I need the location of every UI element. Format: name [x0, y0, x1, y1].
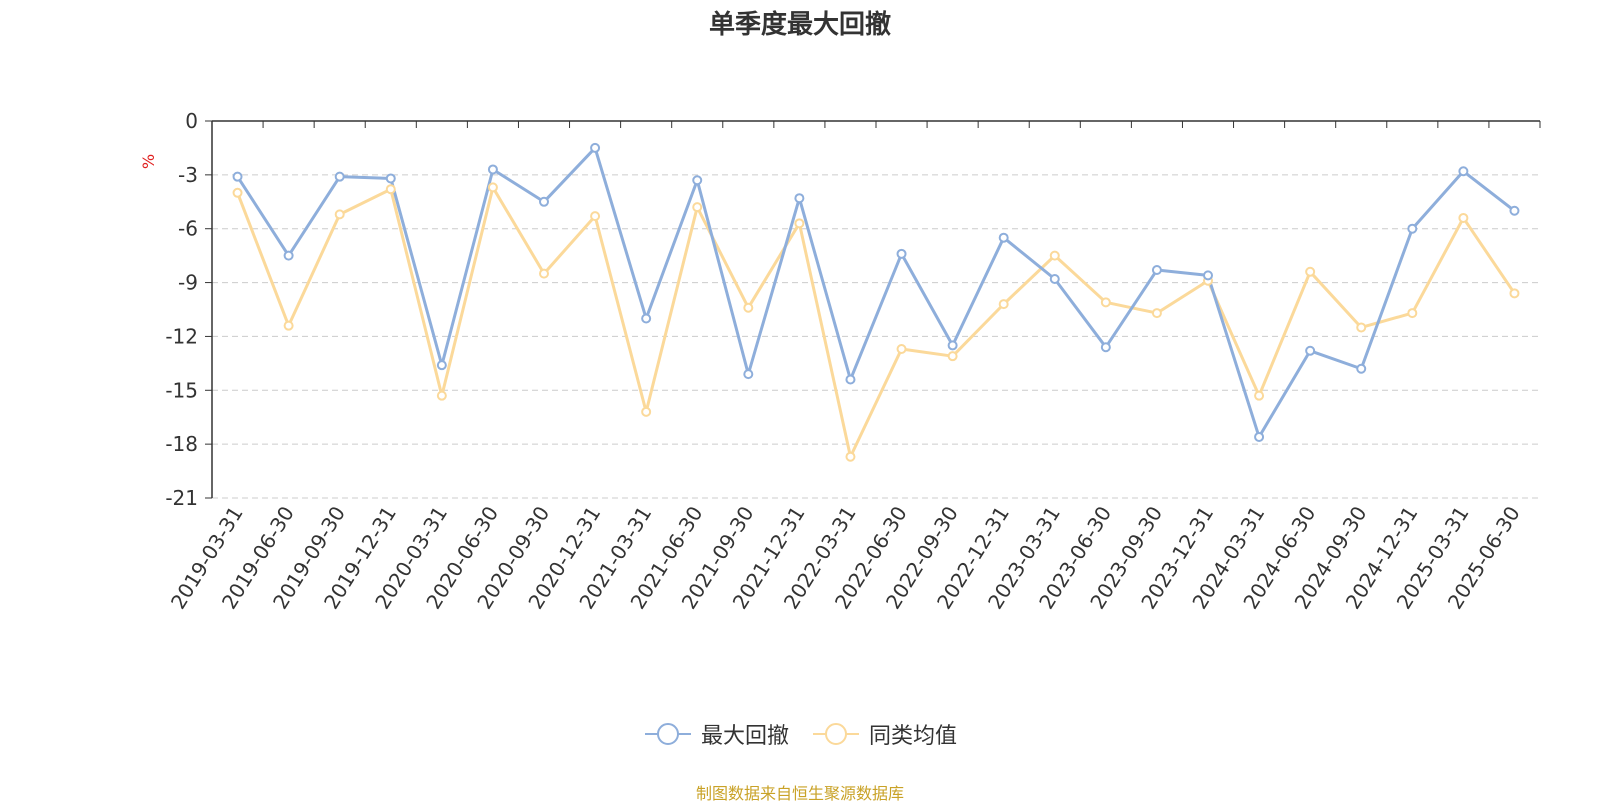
series-1-point: [998, 232, 1009, 243]
y-tick-label: 0: [185, 109, 198, 133]
series-1-point: [1356, 363, 1367, 374]
chart-title: 单季度最大回撤: [708, 10, 891, 40]
series-1-point: [947, 340, 958, 351]
series-2-point: [1100, 297, 1111, 308]
series-2-point: [1305, 266, 1316, 277]
series-1-point: [436, 360, 447, 371]
legend: 最大回撤 同类均值: [0, 718, 1600, 750]
legend-label-series1: 最大回撤: [700, 724, 789, 749]
series-1-point: [1049, 273, 1060, 284]
series-line-1: [236, 146, 1516, 439]
series-2-point: [539, 268, 549, 279]
series-1-point: [1100, 342, 1111, 353]
series-2-point: [794, 218, 805, 229]
series-1-point: [896, 248, 907, 259]
series-1-point: [1254, 431, 1265, 442]
y-tick-label: -9: [178, 271, 198, 295]
series-2-point: [1356, 322, 1367, 333]
legend-item-series1[interactable]: 最大回撤: [643, 718, 789, 750]
series-2-point: [334, 209, 345, 220]
series-2-point: [283, 320, 294, 331]
series-1-point: [487, 164, 498, 175]
series-1-point: [590, 142, 601, 153]
y-tick-label: -21: [165, 486, 198, 510]
series-1-point: [1151, 265, 1162, 276]
series-2-point: [1458, 212, 1469, 223]
series-1-point: [794, 193, 805, 204]
legend-item-series2[interactable]: 同类均值: [811, 718, 957, 750]
series-2-point: [845, 451, 856, 462]
series-1-point: [385, 173, 396, 184]
series-2-point: [590, 211, 601, 222]
series-line-2: [236, 185, 1516, 459]
series-1-point: [232, 171, 243, 182]
series-2-point: [947, 351, 958, 362]
series-2-point: [1407, 308, 1418, 319]
legend-marker-series1: [644, 723, 691, 745]
series-1-point: [283, 250, 294, 261]
series-1-point: [539, 196, 549, 207]
series-2-point: [692, 202, 703, 213]
series-2-point: [487, 182, 498, 193]
series-2-point: [1049, 250, 1060, 261]
series-1-point: [1305, 345, 1316, 356]
series-1-point: [1407, 223, 1418, 234]
legend-label-series2: 同类均值: [869, 724, 958, 749]
legend-marker-series2: [813, 723, 859, 745]
series-2-point: [641, 406, 652, 417]
y-tick-label: -6: [178, 217, 198, 241]
y-tick-label: -3: [178, 163, 198, 187]
series-1-point: [1509, 205, 1520, 216]
series-2-point: [1151, 308, 1162, 319]
series-2-point: [436, 390, 447, 401]
y-tick-label: -12: [165, 324, 198, 348]
data-source-note: 制图数据来自恒生聚源数据库: [695, 784, 904, 803]
series-2-point: [385, 184, 396, 195]
y-tick-label: -18: [165, 432, 198, 456]
series-1-point: [1203, 270, 1213, 281]
series-1-point: [1458, 166, 1469, 177]
series-2-point: [1254, 390, 1265, 401]
y-tick-label: -15: [165, 378, 198, 402]
series-2-point: [232, 187, 243, 198]
series-2-point: [743, 302, 754, 313]
series-2-point: [1509, 288, 1520, 299]
line-chart: 0-3-6-9-12-15-18-212019-03-312019-06-302…: [165, 109, 1541, 613]
series-1-point: [641, 313, 652, 324]
series-2-point: [998, 299, 1009, 310]
series-1-point: [845, 374, 856, 385]
series-1-point: [743, 369, 754, 380]
series-2-point: [896, 343, 907, 354]
series-1-point: [334, 171, 345, 182]
series-1-point: [692, 175, 703, 186]
